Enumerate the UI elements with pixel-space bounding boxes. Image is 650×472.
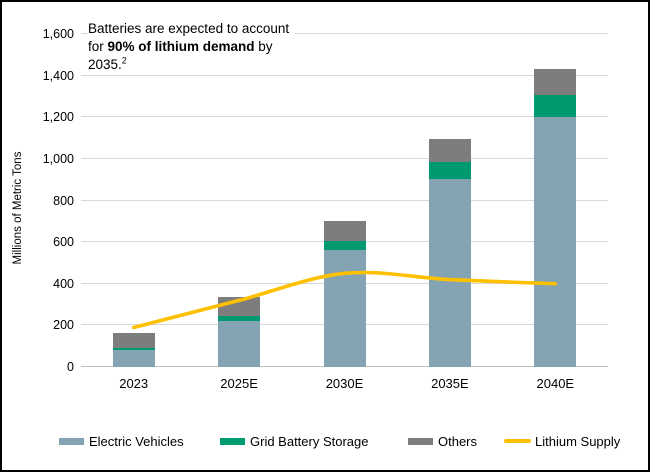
y-tick-1400: 1,400	[42, 68, 74, 83]
bar-segment-2023-grid-battery-storage	[112, 348, 155, 351]
bar-segment-2035E-electric-vehicles	[428, 178, 471, 367]
legend-item-others: Others	[408, 431, 477, 451]
bar-segment-2025E-grid-battery-storage	[218, 316, 261, 322]
bar-segment-2023-electric-vehicles	[112, 350, 155, 367]
chart-annotation: Batteries are expected to account for 90…	[88, 20, 295, 74]
bar-2040E	[534, 34, 577, 367]
y-tick-0: 0	[67, 360, 74, 374]
legend-label: Grid Battery Storage	[250, 433, 369, 449]
legend-swatch-line-icon	[504, 439, 531, 443]
bar-segment-2023-others	[112, 333, 155, 349]
gridline-1000	[81, 157, 608, 159]
bar-2035E	[428, 34, 471, 367]
y-axis-title: Millions of Metric Tons	[12, 151, 24, 265]
legend-item-electric-vehicles: Electric Vehicles	[59, 431, 184, 451]
legend-item-grid-battery-storage: Grid Battery Storage	[220, 431, 369, 451]
y-tick-1200: 1,200	[42, 110, 74, 125]
annotation-text: Batteries are expected to account for	[88, 21, 290, 54]
legend-swatch-bar-icon	[59, 437, 84, 445]
legend-swatch-bar-icon	[220, 437, 245, 445]
chart-legend: Electric Vehicles Grid Battery Storage Oth…	[2, 431, 648, 451]
y-tick-1600: 1,600	[42, 27, 74, 41]
y-tick-200: 200	[53, 318, 74, 333]
x-tick-2025E: 2025E	[220, 376, 258, 391]
bar-segment-2040E-others	[534, 69, 577, 96]
bar-2025E	[218, 34, 261, 367]
y-tick-1000: 1,000	[42, 151, 74, 166]
legend-swatch-bar-icon	[408, 437, 433, 445]
x-tick-2040E: 2040E	[536, 376, 575, 391]
annotation-footnote-marker: 2	[121, 55, 127, 66]
annotation-text: 90% of lithium demand	[107, 39, 255, 54]
y-tick-400: 400	[53, 276, 74, 291]
bar-2023	[112, 34, 155, 367]
bar-segment-2030E-grid-battery-storage	[323, 241, 366, 251]
annotation-text: by 2035.	[88, 39, 273, 72]
y-tick-800: 800	[53, 193, 74, 208]
plot-area	[81, 33, 608, 367]
y-tick-600: 600	[53, 235, 74, 250]
gridline-800	[81, 199, 608, 201]
legend-label: Lithium Supply	[535, 433, 621, 449]
bar-segment-2035E-others	[428, 139, 471, 162]
bar-segment-2040E-electric-vehicles	[534, 117, 577, 367]
x-tick-2035E: 2035E	[431, 376, 469, 391]
x-tick-2023: 2023	[119, 376, 149, 391]
lithium-supply-path	[131, 270, 558, 330]
gridline-1200	[81, 116, 608, 118]
legend-label: Others	[438, 433, 478, 449]
gridline-1400	[81, 74, 608, 76]
bar-segment-2030E-electric-vehicles	[323, 250, 366, 367]
bar-2030E	[323, 34, 366, 367]
lithium-supply-line	[131, 270, 558, 330]
bar-segment-2035E-grid-battery-storage	[428, 162, 471, 179]
gridline-1600	[81, 33, 608, 34]
bar-segment-2040E-grid-battery-storage	[534, 95, 577, 118]
x-tick-2030E: 2030E	[325, 376, 364, 391]
bar-segment-2025E-electric-vehicles	[218, 321, 261, 367]
legend-item-lithium-supply: Lithium Supply	[504, 431, 620, 451]
bar-segment-2030E-others	[323, 221, 366, 242]
legend-label: Electric Vehicles	[89, 433, 184, 449]
